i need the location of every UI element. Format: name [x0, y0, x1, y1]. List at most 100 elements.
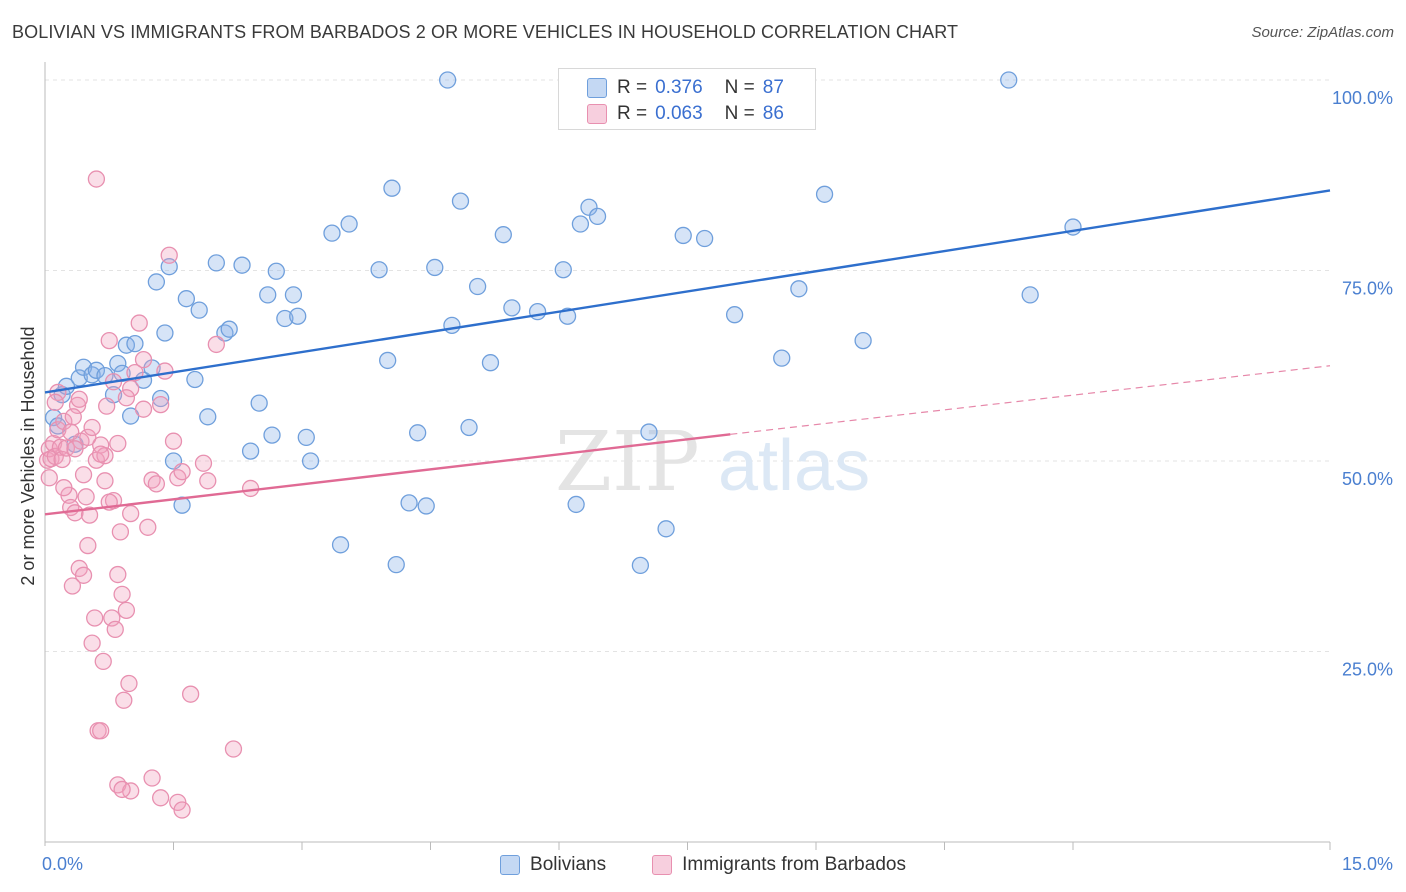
point-barbados — [130, 314, 148, 332]
point-barbados — [120, 674, 138, 693]
points-layer — [38, 71, 1082, 819]
point-bolivians — [151, 389, 170, 408]
point-bolivians — [528, 302, 547, 321]
point-bolivians — [383, 179, 401, 197]
point-barbados — [98, 397, 116, 415]
point-barbados — [109, 565, 127, 584]
point-barbados — [46, 393, 64, 411]
point-barbados — [63, 577, 82, 595]
point-bolivians — [177, 290, 196, 308]
point-bolivians — [695, 229, 714, 248]
point-bolivians — [815, 185, 834, 203]
point-bolivians — [588, 207, 607, 226]
point-bolivians — [276, 309, 294, 328]
point-bolivians — [186, 370, 204, 389]
point-barbados — [113, 585, 131, 603]
point-barbados — [139, 518, 157, 536]
point-bolivians — [773, 349, 791, 367]
correlation-legend: R = 0.376 N = 87 R = 0.063 N = 86 — [558, 68, 816, 130]
y-axis-title: 2 or more Vehicles in Household — [18, 326, 38, 585]
point-barbados — [122, 379, 140, 398]
correlation-row-barbados: R = 0.063 N = 86 — [587, 102, 784, 126]
point-barbados — [173, 463, 191, 481]
y-tick-label: 75.0% — [1342, 279, 1393, 299]
point-bolivians — [503, 299, 521, 317]
r-label: R = — [617, 77, 648, 98]
point-barbados — [64, 408, 82, 426]
point-barbados — [134, 351, 153, 369]
trend-line-barbados — [44, 433, 731, 516]
point-bolivians — [494, 226, 512, 244]
point-barbados — [40, 469, 58, 487]
point-bolivians — [220, 320, 238, 338]
point-bolivians — [1021, 286, 1039, 304]
point-barbados — [160, 246, 178, 264]
point-bolivians — [854, 331, 872, 350]
y-tick-label: 50.0% — [1342, 469, 1393, 489]
point-barbados — [74, 466, 93, 484]
point-barbados — [80, 506, 99, 524]
point-bolivians — [1000, 71, 1018, 89]
point-bolivians — [250, 394, 268, 412]
point-barbados — [77, 488, 95, 506]
point-bolivians — [259, 286, 277, 304]
point-barbados — [151, 395, 170, 414]
y-tick-label: 100.0% — [1332, 88, 1393, 108]
watermark-atlas: atlas — [718, 426, 870, 506]
correlation-row-bolivians: R = 0.376 N = 87 — [587, 76, 784, 100]
point-bolivians — [379, 351, 397, 370]
point-bolivians — [481, 354, 500, 372]
point-barbados — [55, 412, 73, 431]
point-bolivians — [147, 273, 166, 291]
point-bolivians — [387, 555, 405, 574]
point-barbados — [94, 652, 112, 671]
n-label: N = — [724, 77, 755, 98]
point-bolivians — [400, 494, 418, 512]
axes-layer: 25.0% 50.0% 75.0% 100.0% 0.0% 15.0% — [42, 62, 1393, 874]
point-bolivians — [109, 354, 127, 373]
point-bolivians — [631, 556, 650, 575]
point-bolivians — [674, 226, 692, 245]
source-credit: Source: ZipAtlas.com — [1251, 24, 1394, 41]
point-bolivians — [408, 424, 427, 442]
point-barbados — [113, 780, 131, 799]
point-bolivians — [426, 258, 444, 277]
trend-extension-barbados — [730, 365, 1331, 435]
point-bolivians — [289, 307, 307, 325]
watermark: ZIP atlas — [555, 415, 870, 510]
point-barbados — [164, 432, 183, 450]
point-barbados — [70, 390, 88, 408]
point-bolivians — [443, 316, 461, 335]
legend-label-barbados: Immigrants from Barbados — [682, 854, 906, 875]
point-bolivians — [567, 495, 585, 514]
y-tick-label: 25.0% — [1342, 660, 1393, 680]
point-bolivians — [263, 426, 281, 444]
bolivians-swatch — [587, 78, 607, 98]
point-barbados — [79, 428, 97, 447]
point-barbados — [62, 423, 80, 441]
chart-title: BOLIVIAN VS IMMIGRANTS FROM BARBADOS 2 O… — [12, 22, 959, 42]
point-bolivians — [297, 428, 315, 447]
barbados-swatch — [587, 104, 607, 124]
point-bolivians — [233, 256, 251, 274]
point-barbados — [86, 609, 104, 627]
point-barbados — [143, 769, 161, 787]
point-bolivians — [640, 423, 658, 441]
point-bolivians — [451, 192, 470, 210]
point-barbados — [122, 782, 140, 800]
point-barbados — [122, 504, 140, 523]
point-bolivians — [417, 497, 435, 515]
point-bolivians — [370, 261, 388, 279]
point-bolivians — [87, 361, 106, 379]
point-barbados — [173, 801, 191, 819]
point-barbados — [92, 722, 110, 740]
point-barbados — [106, 620, 124, 639]
point-barbados — [79, 536, 97, 555]
watermark-zip: ZIP — [555, 415, 700, 510]
point-barbados — [199, 472, 217, 490]
point-barbados — [100, 331, 118, 350]
legend-item-barbados[interactable]: Immigrants from Barbados — [652, 854, 906, 876]
point-bolivians — [126, 335, 144, 353]
legend-item-bolivians[interactable]: Bolivians — [500, 854, 606, 876]
